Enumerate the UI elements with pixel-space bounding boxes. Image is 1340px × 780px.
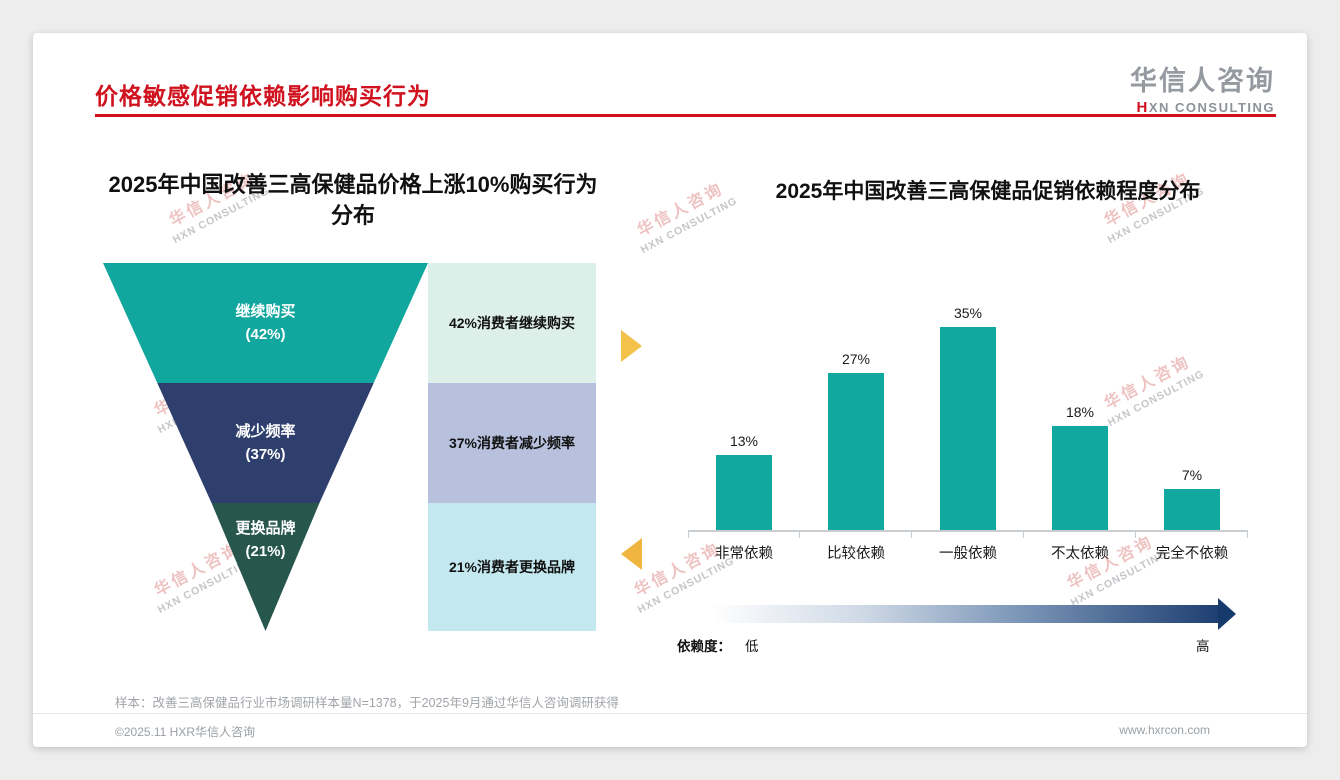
website-text: www.hxrcon.com (1119, 723, 1210, 737)
funnel-segment-continue-buying: 继续购买 (42%) (103, 263, 428, 383)
bar (716, 455, 772, 530)
bar (828, 373, 884, 530)
x-axis-ticks (688, 532, 1248, 538)
funnel-segments: 继续购买 (42%) 减少频率 (37%) 更换品牌 (21%) (103, 263, 428, 631)
bar-column: 13% (688, 433, 800, 530)
slide-card: 华信人咨询 HXN CONSULTING 华信人咨询 HXN CONSULTING … (33, 33, 1307, 747)
funnel-segment-label: 减少频率 (235, 422, 296, 440)
company-logo: 华信人咨询 HXN CONSULTING (1130, 59, 1275, 116)
funnel-segment-value: (21%) (245, 543, 286, 561)
bar-value-label: 35% (953, 305, 983, 321)
funnel-annotation: 37%消费者减少频率 (428, 383, 596, 503)
gradient-arrowhead-icon (1218, 598, 1236, 630)
logo-h-icon: H (1136, 99, 1149, 116)
funnel-chart-title: 2025年中国改善三高保健品价格上涨10%购买行为 分布 (108, 172, 598, 228)
bar-value-label: 18% (1065, 404, 1095, 420)
title-underline (95, 114, 1276, 117)
bar-value-label: 27% (841, 351, 871, 367)
dependency-low-label: 低 (745, 639, 759, 654)
footer-divider (33, 713, 1307, 714)
category-label: 完全不依赖 (1155, 546, 1229, 562)
bar-value-label: 13% (729, 433, 759, 449)
bar-column: 35% (912, 305, 1024, 530)
bar (940, 327, 996, 530)
funnel-segment-switch-brand: 更换品牌 (21%) (211, 503, 320, 631)
funnel-segment-value: (37%) (245, 446, 286, 463)
bar (1052, 426, 1108, 530)
copyright-text: ©2025.11 HXR华信人咨询 (115, 725, 255, 739)
bar (1164, 489, 1220, 530)
category-label: 非常依赖 (715, 546, 773, 562)
funnel-segment-label: 更换品牌 (235, 520, 296, 537)
bar-chart: 13% 27% 35% 18% 7% (688, 293, 1248, 532)
bar-column: 27% (800, 351, 912, 530)
dependency-gradient-arrow (710, 605, 1218, 623)
category-label: 比较依赖 (827, 546, 885, 562)
category-label: 一般依赖 (939, 546, 997, 562)
bar-column: 7% (1136, 467, 1248, 530)
funnel-segment-label: 继续购买 (235, 302, 296, 320)
x-axis-labels: 非常依赖 比较依赖 一般依赖 不太依赖 完全不依赖 (688, 542, 1248, 563)
bar-chart-title: 2025年中国改善三高保健品促销依赖程度分布 (775, 180, 1201, 203)
funnel-segment-reduce-frequency: 减少频率 (37%) (157, 383, 374, 503)
bar-value-label: 7% (1181, 467, 1203, 483)
funnel-annotation: 42%消费者继续购买 (428, 263, 596, 383)
dependency-high-label: 高 (1196, 639, 1210, 654)
category-label: 不太依赖 (1051, 546, 1109, 562)
page-title: 价格敏感促销依赖影响购买行为 (95, 83, 431, 109)
bar-column: 18% (1024, 404, 1136, 530)
sample-note: 样本：改善三高保健品行业市场调研样本量N=1378，于2025年9月通过华信人咨… (115, 696, 619, 710)
left-arrow-icon (621, 538, 642, 570)
logo-english-name: HXN CONSULTING (1136, 99, 1275, 116)
funnel-segment-value: (42%) (245, 326, 286, 343)
funnel-annotation: 21%消费者更换品牌 (428, 503, 596, 631)
dependency-axis-label: 依赖度： (677, 639, 731, 654)
right-arrow-icon (621, 330, 642, 362)
logo-chinese-name: 华信人咨询 (1130, 66, 1275, 96)
funnel-annotations: 42%消费者继续购买 37%消费者减少频率 21%消费者更换品牌 (428, 263, 596, 631)
